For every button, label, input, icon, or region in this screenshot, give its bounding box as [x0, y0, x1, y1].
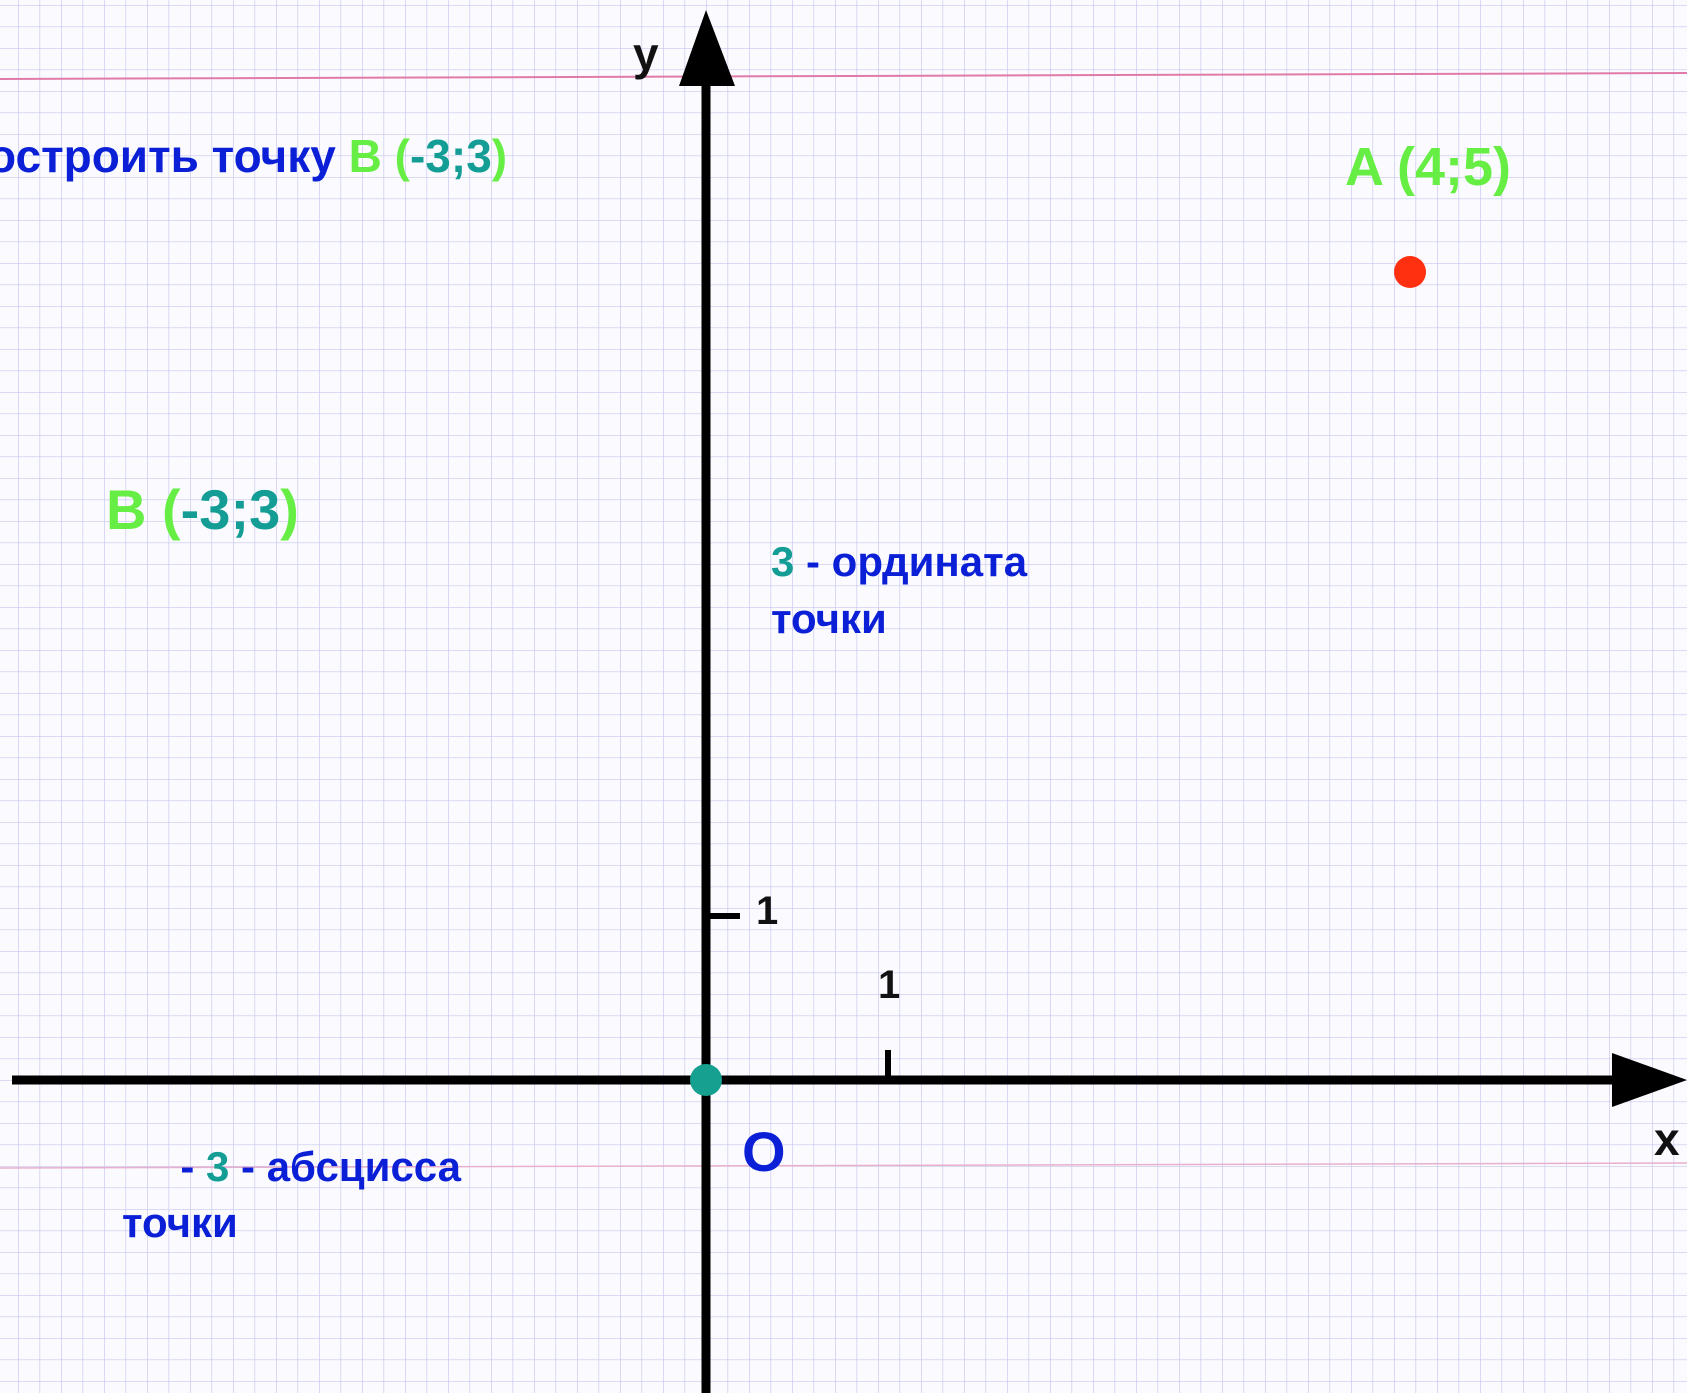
point-b-coords: -3;3 [181, 478, 281, 541]
origin-label: O [742, 1120, 786, 1183]
y-arrow [679, 10, 735, 86]
point-b-open: B ( [106, 478, 181, 541]
task-coords: -3;3 [410, 130, 492, 182]
abscissa-note: - 3 - абсцисса [122, 1143, 496, 1190]
ordinate-note: 3 - ордината [771, 538, 1028, 585]
x-label: x [1654, 1113, 1680, 1165]
point-b-close: ) [280, 478, 299, 541]
y-label: y [633, 28, 659, 80]
point-a-label: A (4;5) [1345, 137, 1511, 197]
abscissa-text: - абсцисса [229, 1143, 461, 1190]
abscissa-prefix: - [180, 1143, 206, 1190]
task-point: ) [492, 130, 507, 182]
margin-line [0, 72, 1687, 80]
y-unit-label: 1 [756, 889, 778, 933]
ordinate-note-line2: точки [771, 595, 887, 642]
x-arrow [1612, 1053, 1687, 1107]
point-b-label: B (-3;3) [106, 478, 299, 541]
point-a [1394, 256, 1426, 288]
origin-point [690, 1064, 722, 1096]
abscissa-value: 3 [206, 1143, 229, 1190]
task-point: B ( [349, 130, 411, 182]
ordinate-text: - ордината [794, 538, 1027, 585]
task: остроить точку B (-3;3) [0, 130, 507, 182]
margin-line [0, 1162, 1687, 1169]
abscissa-note-line2: точки [122, 1199, 238, 1246]
task-text: остроить точку [0, 130, 336, 182]
ordinate-value: 3 [771, 538, 794, 585]
x-unit-label: 1 [878, 963, 900, 1007]
